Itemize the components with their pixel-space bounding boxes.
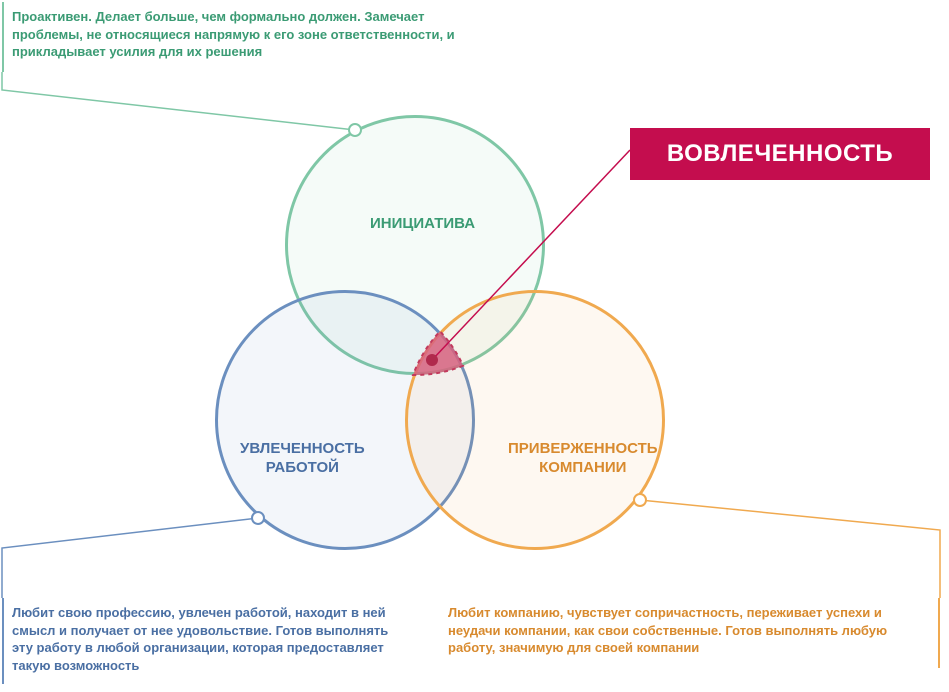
- label-initiative: ИНИЦИАТИВА: [370, 215, 475, 234]
- title-text: ВОВЛЕЧЕННОСТЬ: [667, 140, 893, 168]
- callout-initiative: Проактивен. Делает больше, чем формально…: [2, 2, 472, 72]
- title-badge: ВОВЛЕЧЕННОСТЬ: [630, 128, 930, 180]
- label-engagement: УВЛЕЧЕННОСТЬ РАБОТОЙ: [240, 440, 365, 478]
- intersection-dot: [426, 354, 438, 366]
- callout-commitment: Любит компанию, чувствует сопричастность…: [440, 598, 940, 668]
- venn-circle-commitment: [405, 290, 665, 550]
- callout-engagement: Любит свою профессию, увлечен работой, н…: [2, 598, 412, 684]
- label-commitment: ПРИВЕРЖЕННОСТЬ КОМПАНИИ: [508, 440, 658, 478]
- diagram-stage: ИНИЦИАТИВА УВЛЕЧЕННОСТЬ РАБОТОЙ ПРИВЕРЖЕ…: [0, 0, 949, 692]
